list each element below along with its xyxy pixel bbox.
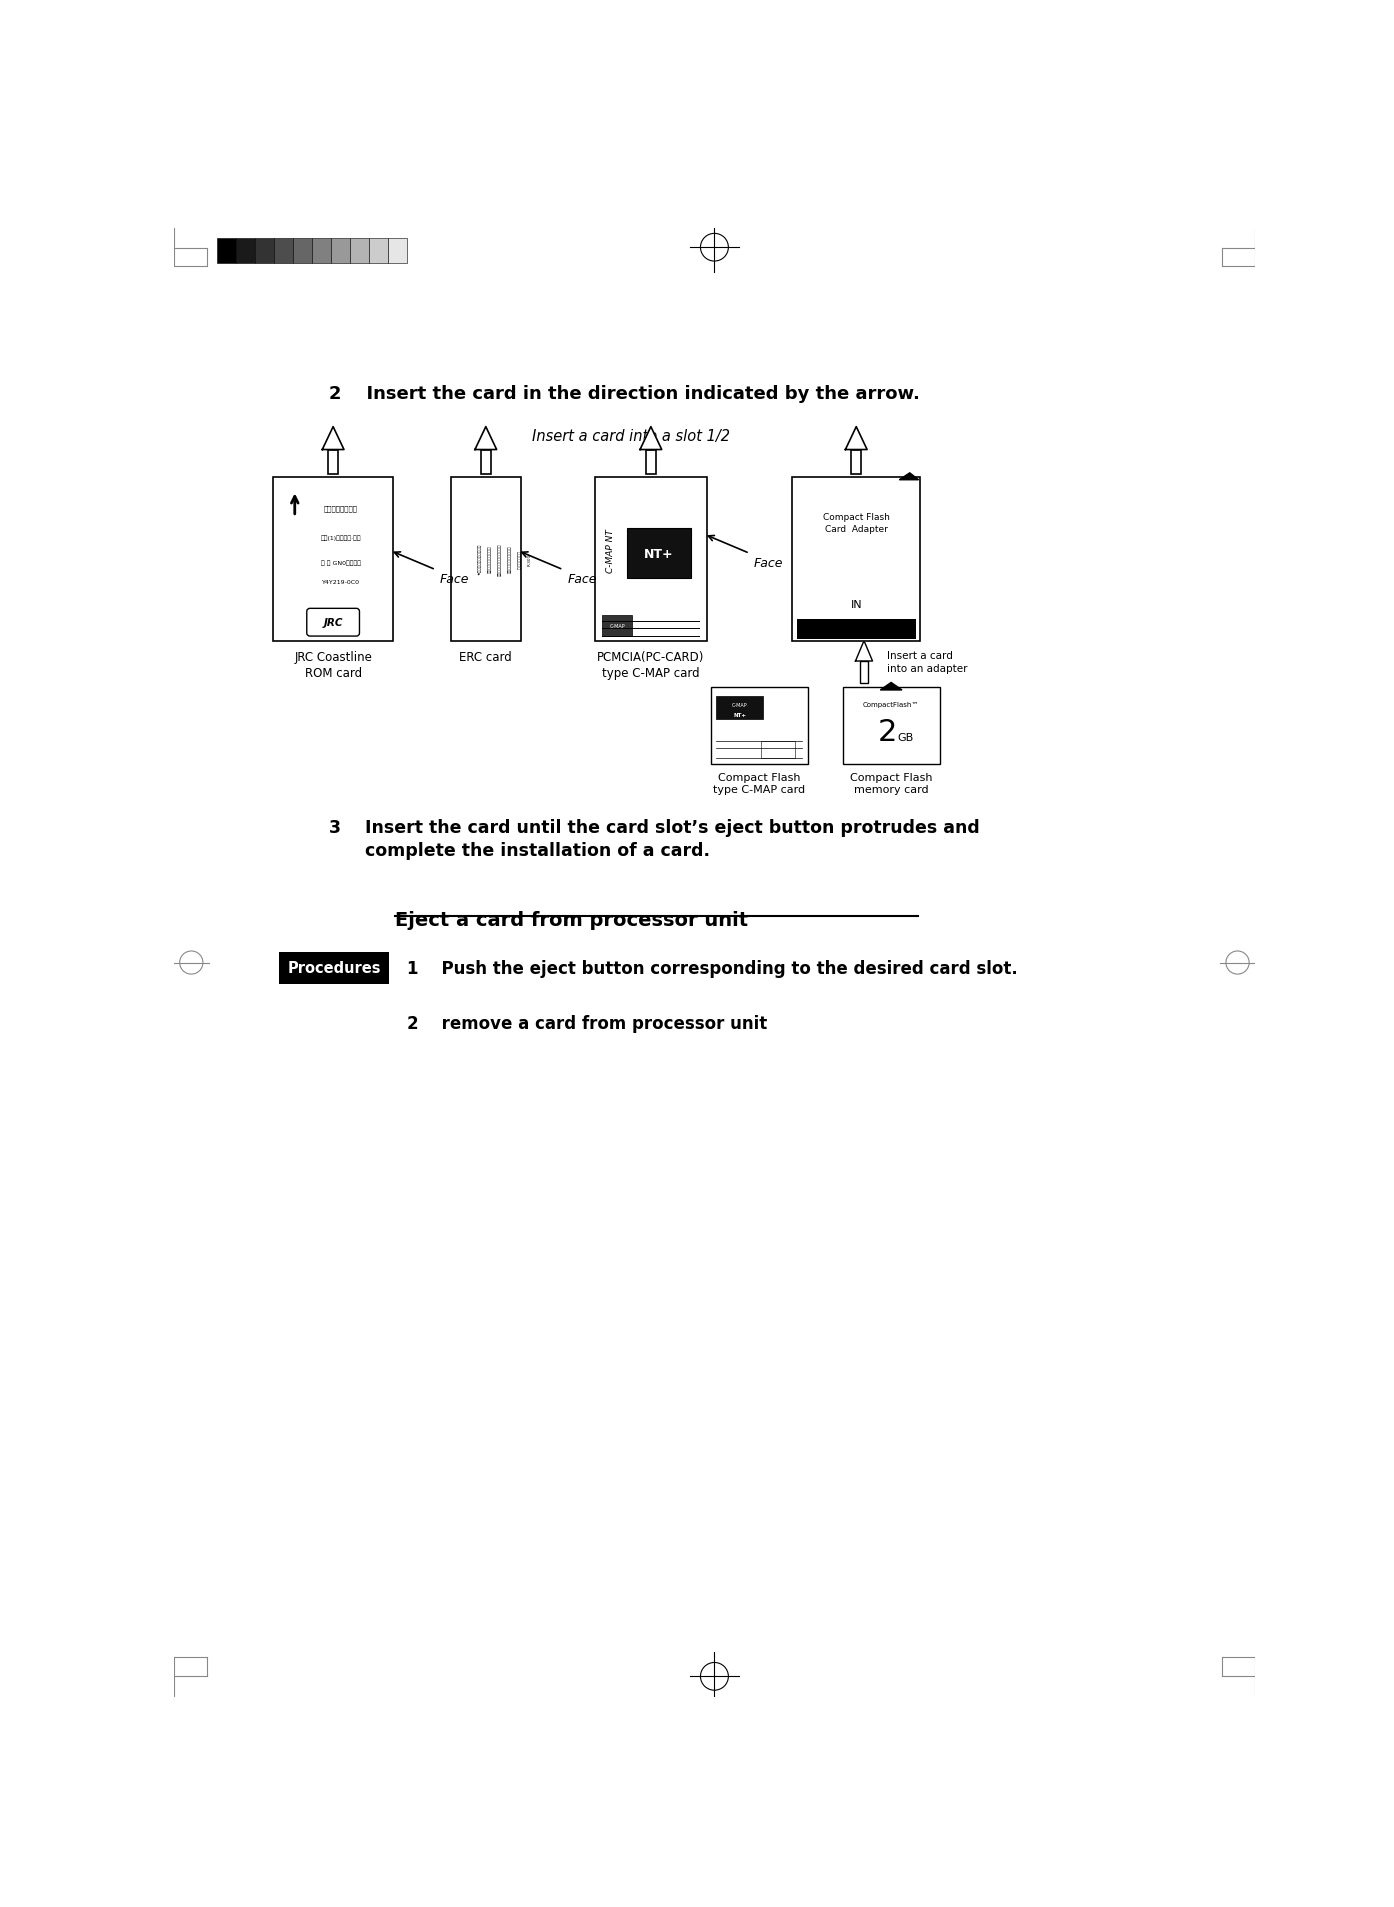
Bar	[293, 238, 312, 265]
Bar	[792, 477, 920, 641]
Text: Y4Y219-0C0: Y4Y219-0C0	[322, 580, 360, 585]
Bar	[595, 477, 707, 641]
Text: JRC Coastline
ROM card: JRC Coastline ROM card	[294, 650, 372, 679]
Bar	[273, 477, 393, 641]
Text: IN: IN	[850, 599, 861, 610]
FancyBboxPatch shape	[307, 608, 360, 637]
Bar	[273, 238, 293, 265]
Bar	[843, 688, 940, 765]
Text: 海図装置及びプロッター: 海図装置及びプロッター	[507, 545, 512, 574]
Bar	[388, 238, 407, 265]
Bar	[350, 238, 369, 265]
Text: 1    Push the eject button corresponding to the desired card slot.: 1 Push the eject button corresponding to…	[407, 959, 1018, 978]
Text: JRC: JRC	[323, 618, 343, 627]
Text: PCMCIA(PC-CARD)
type C-MAP card: PCMCIA(PC-CARD) type C-MAP card	[597, 650, 704, 679]
Text: Face: Face	[567, 572, 597, 585]
Text: 社発発験験端本口: 社発発験験端本口	[323, 505, 358, 511]
Text: Face: Face	[754, 557, 783, 570]
Text: Insert a card into a slot 1/2: Insert a card into a slot 1/2	[533, 429, 730, 444]
Text: Compact Flash
type C-MAP card: Compact Flash type C-MAP card	[714, 772, 806, 795]
Text: NT+: NT+	[644, 547, 673, 561]
Text: 2: 2	[878, 717, 896, 748]
Text: CompactFlash™: CompactFlash™	[863, 702, 919, 707]
Text: Compact Flash
memory card: Compact Flash memory card	[850, 772, 933, 795]
Bar	[450, 477, 521, 641]
Text: ERC card: ERC card	[460, 650, 512, 664]
Text: 眼:海用電子海図: 眼:海用電子海図	[519, 549, 521, 568]
Bar	[312, 238, 330, 265]
Text: NT+: NT+	[733, 713, 746, 717]
Bar	[330, 238, 350, 265]
Bar	[717, 696, 763, 719]
Polygon shape	[856, 641, 873, 662]
Text: C-MAP NT: C-MAP NT	[605, 530, 615, 574]
Text: Compact Flash
Card  Adapter: Compact Flash Card Adapter	[822, 513, 889, 534]
Bar	[369, 238, 388, 265]
Bar	[711, 688, 807, 765]
Bar	[761, 742, 795, 759]
Text: C-MAP: C-MAP	[732, 704, 747, 707]
Polygon shape	[640, 427, 662, 450]
Bar	[645, 450, 655, 475]
Text: C-MAP: C-MAP	[609, 624, 625, 629]
Text: 友親(1)東東重眼·眼図: 友親(1)東東重眼·眼図	[321, 536, 361, 542]
Bar	[255, 238, 273, 265]
Text: Procedures: Procedures	[287, 961, 381, 976]
Polygon shape	[322, 427, 344, 450]
Bar	[860, 662, 868, 685]
Text: Face: Face	[439, 572, 470, 585]
Text: R-300: R-300	[528, 553, 533, 566]
Bar	[328, 450, 337, 475]
Bar	[217, 238, 236, 265]
Bar	[602, 616, 631, 637]
Polygon shape	[845, 427, 867, 450]
Text: 本カートリッジは右記の: 本カートリッジは右記の	[488, 545, 492, 574]
Text: 3    Insert the card until the card slot’s eject button protrudes and
      comp: 3 Insert the card until the card slot’s …	[329, 818, 980, 860]
Text: 本機で使用することができる: 本機で使用することができる	[498, 543, 502, 576]
Text: Eject a card from processor unit: Eject a card from processor unit	[395, 912, 749, 931]
Bar	[797, 620, 916, 641]
Text: 2    Insert the card in the direction indicated by the arrow.: 2 Insert the card in the direction indic…	[329, 385, 920, 402]
Text: ★使用可能なカートリッジ: ★使用可能なカートリッジ	[478, 543, 481, 576]
Polygon shape	[899, 473, 919, 481]
Bar	[279, 952, 389, 984]
Bar	[236, 238, 255, 265]
Text: Insert a card
into an adapter: Insert a card into an adapter	[887, 650, 967, 673]
Text: ネ 一 GN0の跡直整: ネ 一 GN0の跡直整	[321, 561, 361, 566]
Polygon shape	[475, 427, 496, 450]
Text: GB: GB	[896, 732, 913, 742]
Bar	[852, 450, 861, 475]
Text: 2    remove a card from processor unit: 2 remove a card from processor unit	[407, 1015, 767, 1032]
Bar	[481, 450, 491, 475]
Polygon shape	[880, 683, 902, 690]
Bar	[627, 528, 691, 580]
